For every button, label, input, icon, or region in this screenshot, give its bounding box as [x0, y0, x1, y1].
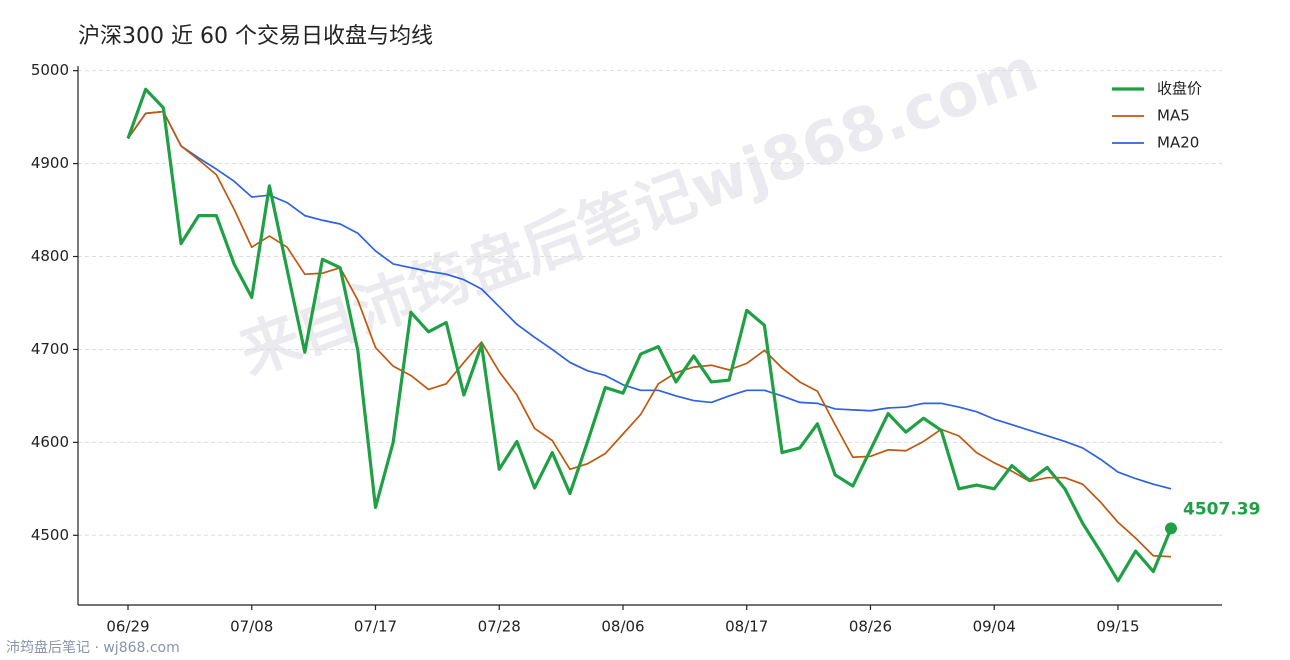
x-tick-label: 09/04: [973, 618, 1016, 636]
x-tick-label: 06/29: [106, 618, 149, 636]
last-value-label: 4507.39: [1183, 499, 1260, 519]
y-tick-label: 4900: [31, 154, 69, 172]
series-line: [127, 110, 1172, 558]
y-tick-label: 4800: [31, 247, 69, 265]
x-tick-label: 08/06: [601, 618, 644, 636]
x-tick-label: 08/17: [725, 618, 768, 636]
y-tick-label: 5000: [31, 61, 69, 79]
series-line: [126, 87, 1173, 583]
y-tick-label: 4600: [31, 433, 69, 451]
last-point: [1165, 522, 1177, 535]
y-tick-label: 4500: [31, 526, 69, 544]
legend-label: 收盘价: [1157, 80, 1202, 98]
x-tick-label: 07/28: [478, 618, 521, 636]
series-line: [127, 110, 1172, 490]
footer: 沛筠盘后笔记 · wj868.com: [6, 639, 180, 656]
x-tick-label: 09/15: [1096, 618, 1139, 636]
legend-label: MA20: [1157, 134, 1199, 152]
x-tick-label: 07/08: [230, 618, 273, 636]
legend-label: MA5: [1157, 107, 1190, 125]
chart-title: 沪深300 近 60 个交易日收盘与均线: [78, 24, 433, 49]
x-tick-label: 08/26: [849, 618, 892, 636]
x-tick-label: 07/17: [354, 618, 397, 636]
y-tick-label: 4700: [31, 340, 69, 358]
